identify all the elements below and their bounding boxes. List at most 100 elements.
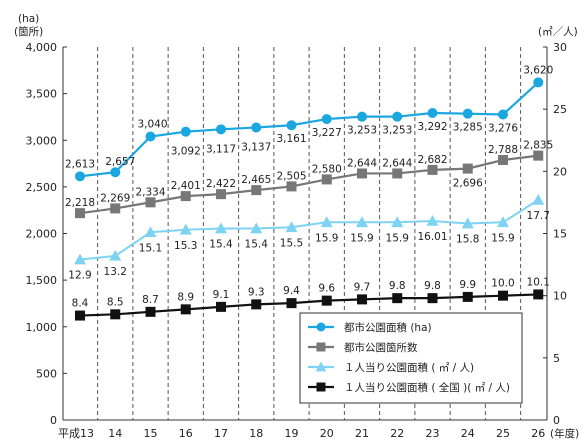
data-label: 9.8 <box>424 280 441 292</box>
data-label: 15.3 <box>174 240 197 252</box>
x-tick-label: 16 <box>179 427 193 440</box>
legend-marker <box>316 322 326 332</box>
data-label: 9.7 <box>354 281 371 293</box>
right-tick-label: 5 <box>553 352 560 365</box>
data-label: 2,505 <box>276 170 306 182</box>
data-label: 15.9 <box>315 232 338 244</box>
legend-marker <box>316 342 326 352</box>
data-point <box>532 193 545 205</box>
data-point <box>533 77 544 88</box>
data-point <box>216 189 226 200</box>
left-axis-unit-line-2: (箇所) <box>14 25 43 38</box>
data-point <box>286 181 297 192</box>
data-point <box>461 217 474 229</box>
data-label: 2,334 <box>135 186 165 198</box>
data-label: 3,040 <box>137 119 167 131</box>
data-point <box>75 208 85 219</box>
series-3: 8.4 8.5 8.7 8.9 9.1 9.3 9.4 9.6 9.7 9.8 9.8 9.9 10.0… <box>72 276 550 321</box>
data-label: 9.8 <box>389 280 406 292</box>
data-point <box>426 214 439 226</box>
right-tick-label: 20 <box>553 165 567 178</box>
data-point <box>285 221 298 233</box>
left-tick-label: 1,000 <box>26 321 58 334</box>
data-label: 10.0 <box>491 278 514 290</box>
data-point <box>145 197 156 208</box>
data-label: 2,269 <box>100 192 130 204</box>
data-label: 15.4 <box>245 239 269 251</box>
data-point <box>75 310 85 321</box>
x-tick-label: 22 <box>390 427 404 440</box>
data-point <box>320 216 333 228</box>
x-tick-label: 平成13 <box>58 427 94 440</box>
data-point <box>321 114 332 125</box>
data-label: 9.6 <box>318 283 335 295</box>
data-point <box>110 309 121 320</box>
data-label: 15.1 <box>139 242 162 254</box>
x-tick-label: 18 <box>249 427 263 440</box>
data-point <box>498 290 508 301</box>
right-tick-label: 15 <box>553 228 567 241</box>
data-point <box>75 171 85 182</box>
legend-label: 都市公園面積 (ha) <box>344 321 432 334</box>
x-tick-label: 15 <box>144 427 158 440</box>
data-label: 15.9 <box>350 232 373 244</box>
series-2: 12.9 13.2 15.1 15.3 15.4 15.4 15.5 15.9 15.9 15.9… <box>68 193 550 282</box>
data-point <box>110 203 121 214</box>
legend-item: 都市公園面積 (ha) <box>308 321 432 334</box>
data-point <box>392 168 403 179</box>
right-tick-label: 30 <box>553 41 567 54</box>
data-label: 3,276 <box>488 123 518 135</box>
data-label: 17.7 <box>527 210 550 222</box>
data-label: 2,218 <box>65 197 95 209</box>
legend-item: １人当り公園面積 ( 全国 )( ㎡ / 人) <box>308 381 510 394</box>
data-point <box>286 298 297 309</box>
data-label: 3,161 <box>276 133 306 145</box>
x-axis-unit: (年度) <box>550 427 579 440</box>
legend-label: １人当り公園面積 ( 全国 )( ㎡ / 人) <box>344 381 510 394</box>
x-tick-label: 20 <box>320 427 334 440</box>
data-label: 3,285 <box>453 122 483 134</box>
data-point <box>251 185 262 196</box>
data-label: 9.4 <box>283 285 300 297</box>
data-point <box>427 164 438 175</box>
data-point <box>145 306 156 317</box>
data-point <box>462 108 473 119</box>
data-label: 15.5 <box>280 237 303 249</box>
data-label: 2,696 <box>453 178 483 190</box>
left-tick-label: 3,000 <box>26 134 58 147</box>
data-label: 2,788 <box>488 144 518 156</box>
data-label: 15.4 <box>209 239 233 251</box>
data-point <box>357 168 367 179</box>
data-label: 13.2 <box>104 266 127 278</box>
series-line <box>79 199 539 261</box>
data-point <box>179 223 192 235</box>
data-label: 2,613 <box>65 158 95 170</box>
x-tick-label: 24 <box>461 427 475 440</box>
data-label: 15.9 <box>386 232 409 244</box>
x-tick-label: 21 <box>355 427 369 440</box>
right-tick-label: 25 <box>553 103 567 116</box>
data-point <box>392 293 403 304</box>
data-point <box>251 122 262 133</box>
data-point <box>533 289 544 300</box>
data-point <box>251 299 262 310</box>
data-point <box>215 222 227 234</box>
data-label: 3,092 <box>171 146 201 158</box>
data-label: 15.8 <box>456 234 479 246</box>
data-label: 3,117 <box>206 143 236 155</box>
data-point <box>498 155 508 166</box>
data-label: 2,465 <box>241 174 271 186</box>
data-point <box>74 253 86 265</box>
data-point <box>145 131 156 142</box>
left-tick-label: 0 <box>50 414 57 427</box>
data-label: 3,620 <box>523 64 553 76</box>
data-label: 8.5 <box>107 296 124 308</box>
data-label: 9.3 <box>248 286 265 298</box>
data-label: 2,657 <box>105 156 135 168</box>
data-point <box>498 109 508 120</box>
data-label: 15.9 <box>491 232 514 244</box>
data-label: 2,644 <box>382 157 412 169</box>
x-tick-label: 19 <box>285 427 299 440</box>
legend: 都市公園面積 (ha) 都市公園箇所数 １人当り公園面積 ( ㎡ / 人) １人当り公… <box>299 312 523 404</box>
